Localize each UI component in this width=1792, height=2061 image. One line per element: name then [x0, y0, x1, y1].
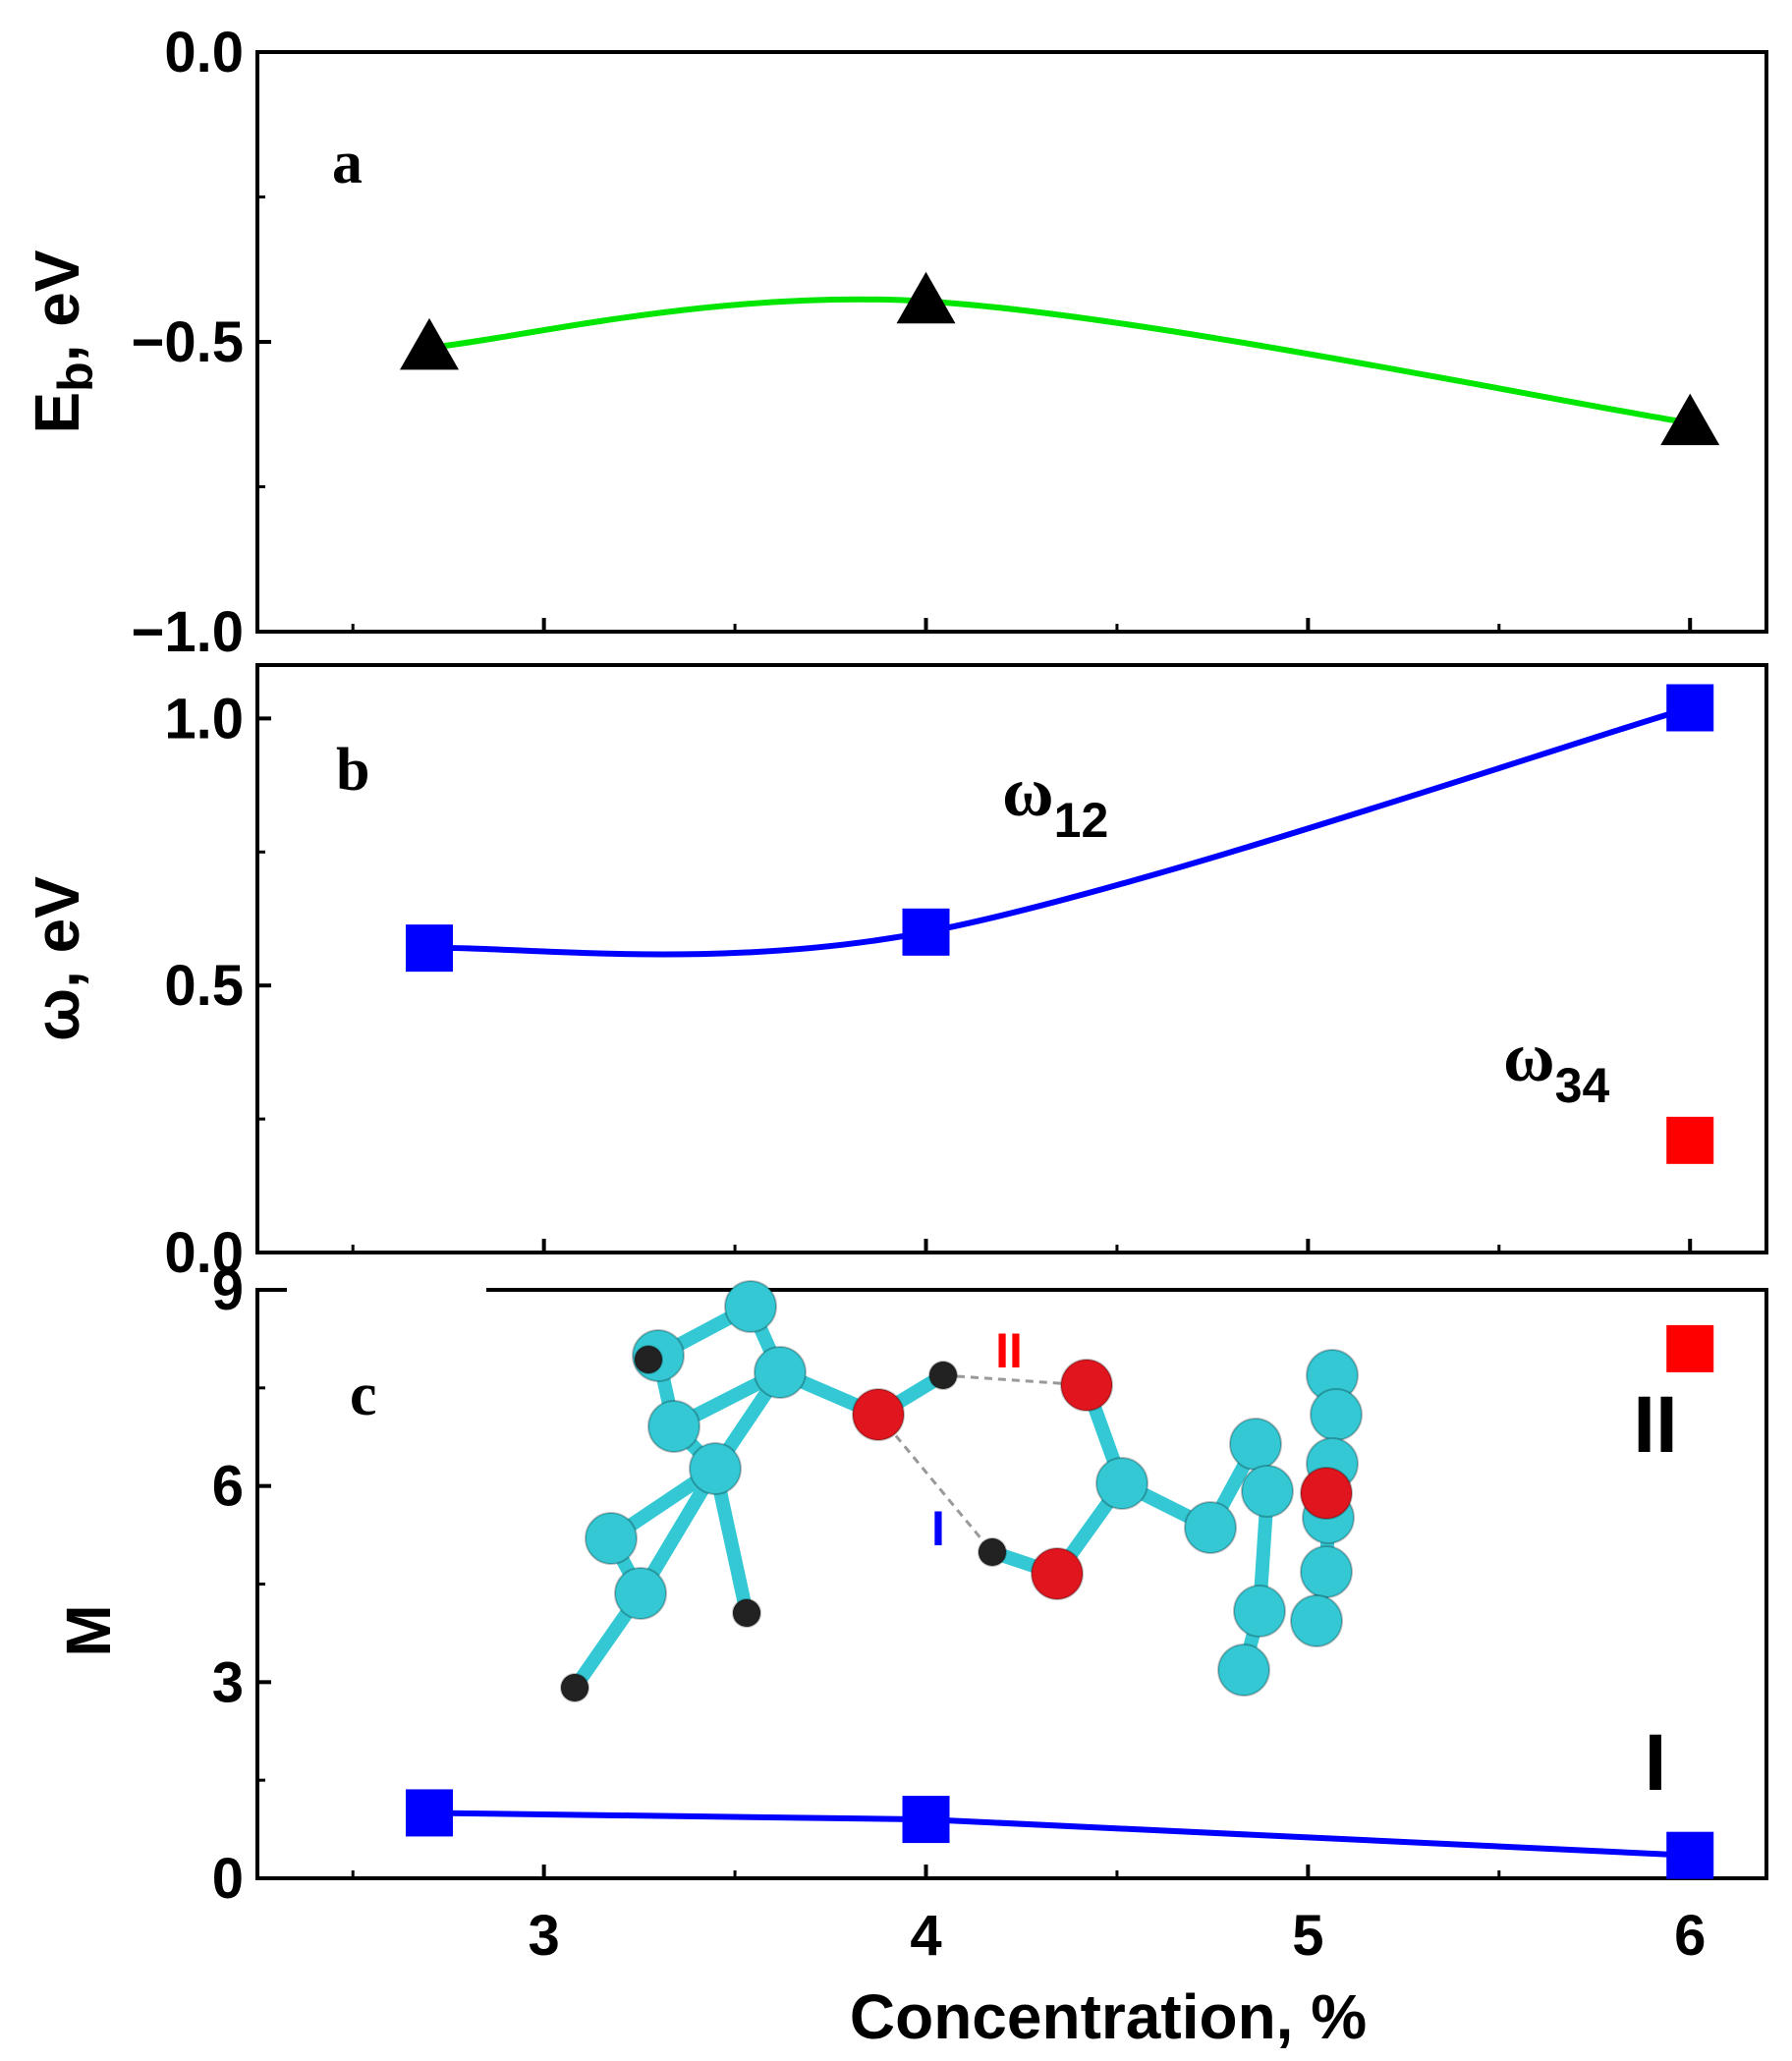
molecule-atom-11	[1184, 1501, 1237, 1554]
molecule-atom-13	[978, 1537, 1007, 1567]
panel-b-series-0-point-2	[1666, 684, 1714, 732]
series-label-w34: ω34	[1503, 1018, 1609, 1113]
panel-a-series-0-point-0	[399, 317, 459, 370]
molecule-atom-8	[928, 1361, 958, 1390]
molecule-atom-10	[1095, 1457, 1148, 1510]
panel-b-frame	[255, 663, 1768, 1254]
molecule-atom-6	[647, 1400, 700, 1453]
panel-letter-c: c	[350, 1362, 377, 1428]
panel-c-series-0-point-2	[1666, 1831, 1714, 1879]
panel-b-ytick-label-2: 1.0	[164, 687, 244, 751]
panel-a-series-0-line	[428, 296, 1691, 426]
panel-c-series-1-point-0	[1666, 1324, 1714, 1372]
panel-c-ytick-label-2: 6	[212, 1455, 244, 1519]
molecule-atom-17	[1217, 1643, 1270, 1697]
panel-c-series-0-line	[428, 1810, 1691, 1859]
molecule-atom-25	[732, 1598, 761, 1628]
panel-b-series-0-line	[428, 704, 1692, 958]
panel-b-series-0-point-0	[405, 924, 453, 973]
inset-label-II: II	[995, 1323, 1023, 1378]
molecule-atom-14	[1229, 1418, 1282, 1471]
molecule-inset	[560, 1280, 1363, 1702]
panel-letter-b: b	[336, 737, 369, 804]
panel-b-ytick-label-1: 0.5	[164, 954, 244, 1018]
panel-a-series-0-point-2	[1660, 393, 1720, 446]
inset-label-I: I	[931, 1501, 945, 1556]
bond-label-I: I	[1645, 1718, 1667, 1808]
molecule-atom-26	[634, 1345, 663, 1374]
panel-b-ylabel: ω, eV	[22, 876, 92, 1041]
molecule-atom-27	[1300, 1467, 1353, 1520]
molecule-atom-5	[614, 1567, 667, 1620]
panel-c-ytick-label-1: 3	[212, 1650, 244, 1714]
x-tick-label-0: 3	[529, 1904, 560, 1968]
panel-c-series-0-point-0	[405, 1789, 453, 1837]
molecule-atom-7	[852, 1388, 905, 1441]
molecule-atom-24	[560, 1673, 589, 1702]
molecule-atom-15	[1241, 1465, 1294, 1518]
panel-letter-a: a	[332, 130, 363, 196]
molecule-atom-16	[1233, 1585, 1286, 1638]
molecule-atom-2	[754, 1346, 807, 1399]
molecule-atom-4	[585, 1512, 638, 1565]
bond-label-II: II	[1633, 1380, 1678, 1470]
panel-a-ytick-label-1: −0.5	[132, 310, 245, 374]
panel-c-ytick-label-3: 9	[212, 1258, 244, 1322]
x-tick-label-1: 4	[910, 1904, 941, 1968]
panel-b-series-0-point-1	[902, 908, 950, 956]
panel-c-ylabel: M	[53, 1604, 124, 1656]
panel-c-series-0-point-1	[902, 1796, 950, 1844]
molecule-atom-3	[689, 1442, 742, 1495]
panel-b-ytick-label-0: 0.0	[164, 1221, 244, 1285]
x-axis-title: Concentration, %	[850, 1981, 1367, 2052]
panel-c-ytick-label-0: 0	[212, 1847, 244, 1911]
panel-b-series-1-point-0	[1666, 1116, 1714, 1164]
series-label-w12: ω12	[1002, 752, 1108, 848]
x-tick-label-3: 6	[1674, 1904, 1706, 1968]
molecule-atom-23	[1290, 1594, 1343, 1647]
panel-a-series-0-point-1	[896, 271, 956, 324]
molecule-atom-1	[724, 1280, 777, 1333]
hbond-I	[876, 1414, 994, 1553]
panel-a-ytick-label-2: −1.0	[132, 600, 245, 664]
molecule-atom-22	[1300, 1545, 1353, 1598]
hbond-II	[942, 1373, 1088, 1387]
molecule-atom-19	[1310, 1388, 1363, 1441]
panel-a-ytick-label-0: 0.0	[164, 21, 244, 84]
molecule-atom-12	[1031, 1547, 1084, 1600]
molecule-atom-9	[1060, 1359, 1113, 1412]
panel-a-ylabel: Eb, eV	[22, 250, 103, 433]
x-tick-label-2: 5	[1292, 1904, 1323, 1968]
